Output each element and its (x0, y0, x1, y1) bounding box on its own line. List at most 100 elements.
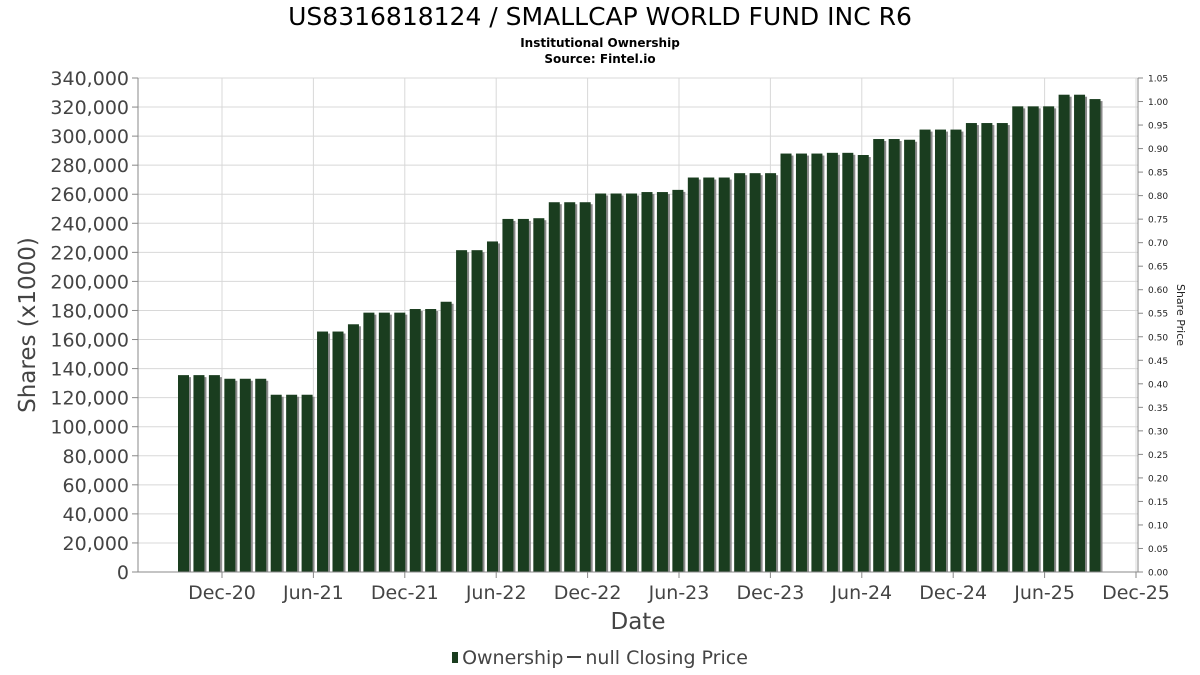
ownership-bar (208, 375, 220, 572)
legend-price-line (567, 656, 582, 658)
ownership-bar (780, 153, 792, 572)
y2-tick-label: 0.45 (1148, 357, 1168, 367)
ownership-bar (749, 173, 761, 572)
y2-tick-label: 0.60 (1148, 286, 1168, 296)
ownership-bar (981, 123, 993, 573)
chart-title: US8316818124 / SMALLCAP WORLD FUND INC R… (288, 2, 912, 31)
x-tick-label: Jun-23 (648, 582, 710, 604)
ownership-bar (765, 173, 777, 572)
y-tick-label: 60,000 (63, 475, 129, 497)
y2-tick-label: 0.00 (1148, 569, 1168, 579)
y-tick-label: 0 (117, 562, 129, 584)
y-tick-label: 20,000 (63, 533, 129, 555)
legend: Ownership null Closing Price (0, 647, 1200, 669)
x-tick-label: Jun-21 (282, 582, 344, 604)
ownership-bar (904, 139, 916, 572)
y2-tick-label: 0.75 (1148, 216, 1168, 226)
ownership-bar (842, 152, 854, 572)
ownership-bar (239, 378, 251, 572)
legend-ownership-swatch (452, 652, 459, 663)
ownership-bar (440, 301, 452, 572)
ownership-bar (703, 177, 715, 572)
ownership-bar (286, 394, 298, 572)
ownership-bar (1012, 106, 1024, 573)
y2-tick-label: 0.30 (1148, 427, 1168, 437)
ownership-bar (224, 378, 236, 572)
ownership-bar (919, 129, 931, 572)
y2-tick-label: 1.05 (1148, 75, 1168, 85)
y2-tick-label: 0.80 (1148, 192, 1168, 202)
y2-tick-label: 0.35 (1148, 404, 1168, 414)
x-tick-label: Dec-21 (371, 582, 439, 604)
y-tick-label: 340,000 (50, 68, 129, 90)
y-tick-label: 160,000 (50, 330, 129, 352)
ownership-bar (888, 139, 900, 572)
ownership-bar (935, 129, 947, 572)
ownership-bar (193, 375, 205, 572)
ownership-bar (332, 331, 344, 572)
ownership-bar (347, 324, 359, 572)
ownership-bar (857, 155, 869, 572)
ownership-bar (595, 193, 607, 572)
y-tick-label: 320,000 (50, 97, 129, 119)
ownership-bar (502, 218, 514, 572)
ownership-bar (317, 331, 329, 572)
x-tick-label: Dec-25 (1102, 582, 1170, 604)
y-tick-label: 220,000 (50, 242, 129, 264)
chart-subtitle: Institutional Ownership (520, 36, 680, 50)
y-tick-label: 100,000 (50, 417, 129, 439)
y2-tick-label: 0.90 (1148, 145, 1168, 155)
ownership-bar (1089, 99, 1101, 572)
y2-axis-title: Share Price (1174, 284, 1187, 346)
legend-ownership-label: Ownership (462, 647, 564, 669)
ownership-bar (471, 250, 483, 572)
y2-tick-label: 0.70 (1148, 239, 1168, 249)
x-tick-label: Jun-24 (830, 582, 892, 604)
ownership-bar (301, 394, 313, 572)
ownership-bar (548, 202, 560, 572)
y2-tick-label: 1.00 (1148, 98, 1168, 108)
ownership-bar (425, 309, 437, 572)
ownership-bar (178, 375, 189, 572)
x-tick-label: Dec-24 (919, 582, 987, 604)
ownership-bar (965, 123, 977, 573)
ownership-bar (564, 202, 576, 572)
y2-tick-label: 0.55 (1148, 310, 1168, 320)
y-tick-label: 40,000 (63, 504, 129, 526)
x-tick-label: Dec-22 (554, 582, 622, 604)
ownership-bar (1058, 94, 1070, 572)
y-tick-label: 200,000 (50, 271, 129, 293)
chart-source: Source: Fintel.io (544, 52, 656, 66)
ownership-bar (1074, 94, 1086, 572)
y-tick-label: 80,000 (63, 446, 129, 468)
ownership-bar (672, 189, 684, 572)
y2-tick-label: 0.95 (1148, 122, 1168, 132)
y-tick-label: 180,000 (50, 300, 129, 322)
ownership-bar (378, 312, 390, 572)
ownership-bar (394, 312, 406, 572)
x-tick-label: Dec-20 (188, 582, 256, 604)
ownership-bar (517, 218, 529, 572)
y-axis-title: Shares (x1000) (15, 237, 41, 413)
y2-tick-label: 0.40 (1148, 380, 1168, 390)
ownership-bar (811, 153, 823, 572)
ownership-bar (1043, 106, 1055, 573)
ownership-bar (734, 173, 746, 572)
ownership-bar (363, 312, 375, 572)
y-tick-label: 240,000 (50, 213, 129, 235)
ownership-bar (1027, 106, 1039, 573)
ownership-bar (409, 309, 421, 572)
legend-price-label: null Closing Price (585, 647, 748, 669)
x-tick-label: Dec-23 (736, 582, 804, 604)
ownership-bar (533, 218, 545, 573)
ownership-bar (255, 378, 267, 572)
ownership-bar (641, 192, 653, 572)
ownership-bar (718, 177, 730, 572)
x-axis-title: Date (611, 609, 666, 635)
ownership-bar (456, 250, 468, 572)
y2-tick-label: 0.85 (1148, 169, 1168, 179)
ownership-bar (656, 192, 668, 572)
y-tick-label: 140,000 (50, 359, 129, 381)
ownership-bar (610, 193, 622, 572)
